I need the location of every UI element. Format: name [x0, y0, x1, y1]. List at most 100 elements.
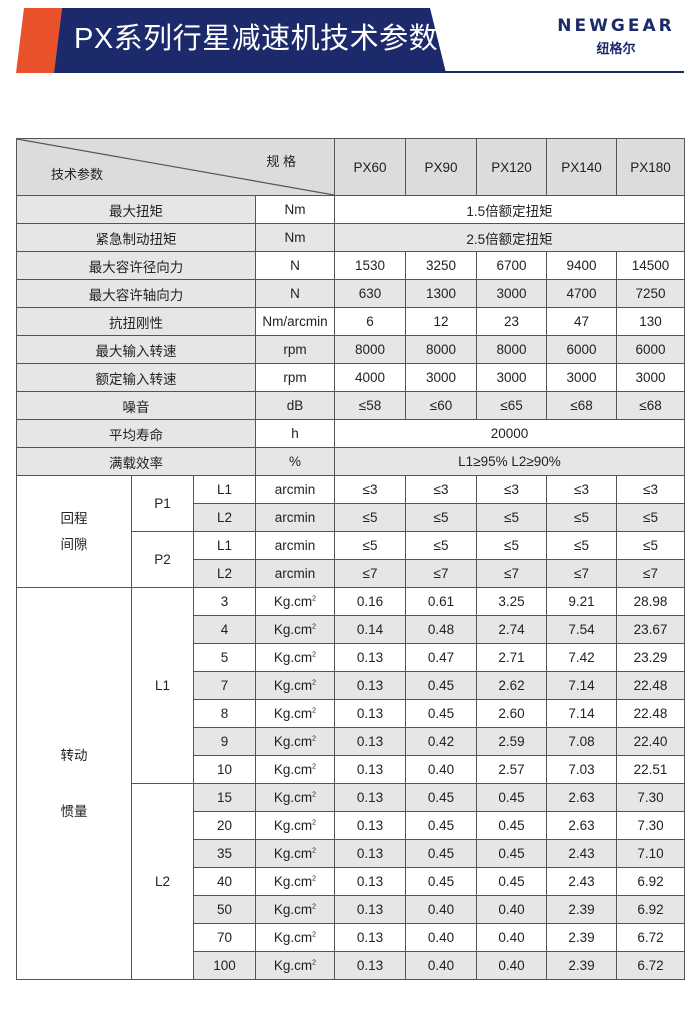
value-cell: 2.60: [476, 699, 547, 728]
value-cell: 2.63: [546, 783, 617, 812]
table-row: 回程 间隙 P1 L1 arcmin ≤3 ≤3 ≤3 ≤3 ≤3: [16, 475, 685, 588]
table-row: 10 Kg.cm2 0.13 0.40 2.57 7.03 22.51: [17, 755, 685, 784]
value-cell: 2.57: [476, 755, 547, 784]
value-cell: 6.72: [616, 923, 685, 952]
unit-text: Kg.cm: [273, 930, 313, 945]
merged-value: 1.5倍额定扭矩: [334, 195, 685, 224]
value-cell: 1530: [334, 251, 406, 280]
unit-cell: Kg.cm2: [255, 811, 335, 840]
table-row: 5 Kg.cm2 0.13 0.47 2.71 7.42 23.29: [17, 643, 685, 672]
banner-orange-accent: [16, 8, 62, 73]
value-cell: 0.13: [334, 923, 406, 952]
unit-text: Kg.cm: [273, 790, 313, 805]
value-cell: ≤58: [334, 391, 406, 420]
value-cell: 3000: [476, 363, 547, 392]
unit-cell: N: [255, 279, 335, 308]
value-cell: 0.40: [476, 923, 547, 952]
value-cell: ≤3: [334, 475, 406, 504]
value-cell: ≤5: [334, 531, 406, 560]
value-cell: 2.71: [476, 643, 547, 672]
value-cell: 0.45: [405, 867, 477, 896]
corner-cell: 规 格 技术参数: [16, 138, 335, 196]
value-cell: 9400: [546, 251, 617, 280]
unit-cell: arcmin: [255, 503, 335, 532]
stage-cell: L1: [193, 531, 256, 560]
unit-superscript: 2: [312, 623, 317, 631]
value-cell: 0.13: [334, 783, 406, 812]
diagonal-line: [17, 139, 334, 195]
value-cell: 0.45: [476, 839, 547, 868]
unit-cell: rpm: [255, 335, 335, 364]
value-cell: ≤65: [476, 391, 547, 420]
unit-superscript: 2: [312, 959, 317, 967]
unit-cell: N: [255, 251, 335, 280]
value-cell: 3000: [616, 363, 685, 392]
corner-param-label: 技术参数: [51, 167, 104, 182]
value-cell: ≤5: [476, 531, 547, 560]
unit-cell: Kg.cm2: [255, 755, 335, 784]
value-cell: 7.54: [546, 615, 617, 644]
ratio-cell: 8: [193, 699, 256, 728]
stage-cell: L2: [193, 559, 256, 588]
unit-text: Kg.cm: [273, 874, 313, 889]
unit-cell: Kg.cm2: [255, 587, 335, 616]
unit-cell: Kg.cm2: [255, 923, 335, 952]
unit-superscript: 2: [312, 903, 317, 911]
value-cell: 0.45: [405, 839, 477, 868]
value-cell: 0.13: [334, 727, 406, 756]
value-cell: 7.08: [546, 727, 617, 756]
table-row: 8 Kg.cm2 0.13 0.45 2.60 7.14 22.48: [17, 699, 685, 728]
value-cell: 2.39: [546, 951, 617, 980]
model-header-px180: PX180: [616, 138, 685, 196]
unit-text: Kg.cm: [273, 706, 313, 721]
value-cell: 0.45: [476, 867, 547, 896]
value-cell: 7.14: [546, 671, 617, 700]
value-cell: ≤7: [405, 559, 477, 588]
value-cell: 0.14: [334, 615, 406, 644]
title-banner: [54, 8, 446, 73]
param-label: 最大输入转速: [16, 335, 256, 364]
value-cell: 2.59: [476, 727, 547, 756]
unit-text: Kg.cm: [273, 958, 313, 973]
ratio-cell: 50: [193, 895, 256, 924]
table-row: 紧急制动扭矩 Nm 2.5倍额定扭矩: [16, 223, 685, 252]
value-cell: 4000: [334, 363, 406, 392]
section-label-line: 间隙: [60, 536, 88, 552]
value-cell: 0.42: [405, 727, 477, 756]
value-cell: 3000: [476, 279, 547, 308]
value-cell: 0.40: [476, 951, 547, 980]
table-row: 噪音 dB ≤58 ≤60 ≤65 ≤68 ≤68: [16, 391, 685, 420]
value-cell: 0.13: [334, 867, 406, 896]
value-cell: 6000: [546, 335, 617, 364]
value-cell: 7.42: [546, 643, 617, 672]
value-cell: 3000: [405, 363, 477, 392]
value-cell: 23: [476, 307, 547, 336]
value-cell: 9.21: [546, 587, 617, 616]
value-cell: 0.13: [334, 671, 406, 700]
value-cell: ≤60: [405, 391, 477, 420]
value-cell: 2.39: [546, 923, 617, 952]
unit-text: Kg.cm: [273, 762, 313, 777]
ratio-cell: 7: [193, 671, 256, 700]
unit-cell: Kg.cm2: [255, 615, 335, 644]
value-cell: 8000: [334, 335, 406, 364]
value-cell: ≤5: [476, 503, 547, 532]
param-label: 最大容许轴向力: [16, 279, 256, 308]
value-cell: ≤7: [546, 559, 617, 588]
ratio-cell: 70: [193, 923, 256, 952]
model-header-px140: PX140: [546, 138, 617, 196]
param-label: 紧急制动扭矩: [16, 223, 256, 252]
value-cell: 0.45: [476, 811, 547, 840]
unit-cell: arcmin: [255, 559, 335, 588]
value-cell: 7.10: [616, 839, 685, 868]
value-cell: 0.13: [334, 839, 406, 868]
value-cell: 0.48: [405, 615, 477, 644]
value-cell: 22.40: [616, 727, 685, 756]
ratio-cell: 4: [193, 615, 256, 644]
unit-cell: Nm/arcmin: [255, 307, 335, 336]
value-cell: 0.40: [405, 755, 477, 784]
unit-superscript: 2: [312, 707, 317, 715]
table-row: 满载效率% L1≥95% L2≥90%: [16, 447, 685, 476]
table-row: 20 Kg.cm2 0.13 0.45 0.45 2.63 7.30: [17, 811, 685, 840]
value-cell: 7.03: [546, 755, 617, 784]
